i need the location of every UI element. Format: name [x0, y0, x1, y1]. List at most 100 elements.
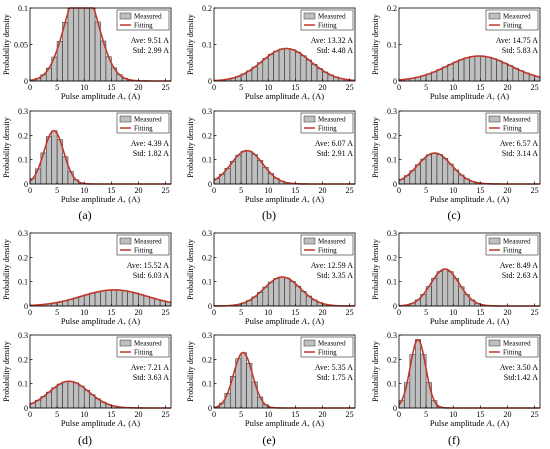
axes-frame [213, 232, 356, 307]
y-tick-label: 0.3 [387, 331, 397, 340]
annotation-average: Ave: 7.21 A [131, 363, 170, 372]
x-tick-label: 20 [134, 308, 142, 317]
y-tick-label: 0.1 [202, 41, 212, 50]
x-tick-label: 0 [397, 186, 401, 195]
legend-label-measured: Measured [134, 13, 162, 21]
histogram-bar [442, 268, 449, 307]
histogram-bar [295, 285, 302, 307]
x-tick-label: 5 [55, 308, 59, 317]
x-axis-label-text: Pulse amplitude [430, 316, 487, 326]
x-tick-label: 20 [318, 186, 326, 195]
axes-frame [398, 110, 541, 185]
histogram-bar [289, 281, 296, 307]
x-axis-label-unit: (A) [126, 194, 140, 204]
x-tick-label: 20 [503, 308, 511, 317]
y-tick-label: 0.1 [202, 278, 212, 287]
x-tick-label: 0 [28, 186, 32, 195]
histogram-panel-e-bottom: 5 10 15 20 25 00 0.1 0.2 0.3 Pulse amplitude A+ (… [186, 331, 356, 430]
x-axis-label-symbol: A [486, 91, 493, 101]
y-tick-label: 0.1 [387, 278, 397, 287]
x-tick-label: 20 [503, 83, 511, 92]
x-axis-label-text: Pulse amplitude [430, 418, 487, 428]
x-tick-label: 25 [162, 308, 170, 317]
histogram-panel-d-bottom: 5 10 15 20 25 00 0.1 0.2 0.3 Pulse amplitude A+ (… [2, 331, 172, 430]
histogram-bar [262, 58, 269, 82]
y-axis-label: Probability density [371, 117, 380, 178]
fitting-curve [213, 276, 355, 307]
histogram-bar [121, 290, 128, 307]
x-tick-label: 5 [239, 186, 243, 195]
subfigure-label-b: (b) [262, 208, 276, 222]
y-tick-label: 0 [393, 404, 397, 413]
x-tick-label: 15 [476, 410, 484, 419]
x-tick-label: 5 [239, 410, 243, 419]
x-axis-label: Pulse amplitude A+ (A) [430, 316, 509, 328]
legend-label-fitting: Fitting [134, 247, 153, 255]
histogram-bar [267, 54, 274, 82]
x-axis-label-symbol: A [301, 316, 308, 326]
y-tick-label: 0.2 [202, 4, 212, 13]
annotation-average: Ave: 8.49 A [500, 261, 539, 270]
y-tick-label: 0.1 [18, 380, 28, 389]
histogram-bar [442, 66, 449, 82]
histogram-bar [257, 62, 264, 82]
histogram-bar [78, 385, 85, 409]
histogram-bar [425, 382, 432, 409]
y-tick-label: 0.2 [18, 131, 28, 140]
y-tick-label: 0.3 [18, 331, 28, 340]
histogram-bar [105, 289, 112, 307]
x-tick-label: 5 [424, 186, 428, 195]
x-tick-label: 20 [318, 410, 326, 419]
y-tick-label: 0.2 [387, 4, 397, 13]
histogram-bar [447, 64, 454, 82]
histogram-bar [501, 62, 508, 82]
y-tick-label: 0.1 [202, 380, 212, 389]
subfigure-label-a: (a) [78, 208, 91, 222]
annotation-std: Std: 3.14 A [502, 149, 538, 158]
x-axis-label-unit: (A) [310, 194, 324, 204]
x-tick-label: 5 [55, 186, 59, 195]
annotation-std: Std: 2.99 A [133, 46, 169, 55]
histogram-bar [127, 291, 134, 307]
histogram-bar [51, 130, 58, 185]
x-axis-label: Pulse amplitude A+ (A) [61, 194, 140, 206]
annotation-average: Ave: 6.07 A [315, 139, 354, 148]
x-tick-label: 10 [449, 308, 457, 317]
x-axis-label: Pulse amplitude A+ (A) [245, 194, 324, 206]
x-tick-label: 20 [318, 83, 326, 92]
x-axis-label-symbol: A [301, 194, 308, 204]
x-axis-label-unit: (A) [126, 91, 140, 101]
legend-swatch-measured [119, 237, 132, 245]
annotation-std: Std:1.42 A [504, 373, 538, 382]
x-axis-label-unit: (A) [310, 316, 324, 326]
x-tick-label: 25 [346, 308, 354, 317]
histogram-panel-f-bottom: 5 10 15 20 25 00 0.1 0.2 0.3 Pulse amplitude A+ (… [371, 331, 541, 430]
histogram-bar [94, 291, 101, 307]
x-tick-label: 5 [55, 410, 59, 419]
axes-frame [398, 232, 541, 307]
x-tick-label: 25 [531, 83, 539, 92]
x-tick-label: 10 [80, 410, 88, 419]
y-tick-label: 0 [393, 180, 397, 189]
x-axis-label-symbol: A [117, 91, 124, 101]
y-tick-label: 0 [24, 180, 28, 189]
y-tick-label: 0.1 [387, 380, 397, 389]
annotation-average: Ave: 6.57 A [500, 139, 539, 148]
histogram-bar [35, 168, 42, 185]
x-tick-label: 5 [55, 83, 59, 92]
x-axis-label-subscript: + [307, 424, 311, 430]
x-tick-label: 25 [346, 410, 354, 419]
histogram-panel-a-top: 5 10 15 20 25 00 0.05 0.1 Pulse amplitude A+ (A)… [2, 4, 172, 103]
histogram-bar [51, 387, 58, 409]
y-tick-label: 0.2 [18, 355, 28, 364]
x-tick-label: 25 [162, 186, 170, 195]
histogram-bar [89, 7, 96, 82]
histogram-bar [240, 352, 247, 409]
legend-label-fitting: Fitting [503, 349, 522, 357]
histogram-bar [496, 60, 503, 82]
